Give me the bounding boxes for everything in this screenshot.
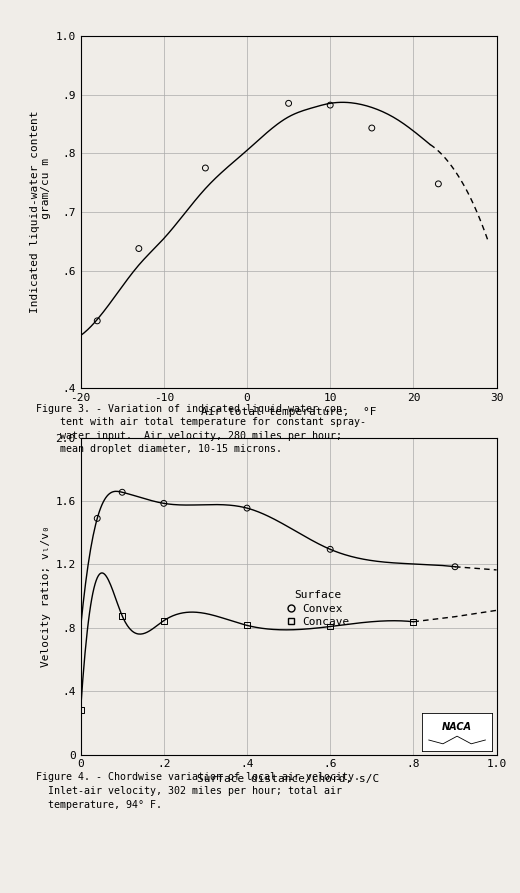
Point [93, 313, 101, 328]
Point [93, 512, 101, 526]
Point [243, 501, 251, 515]
Point [409, 614, 418, 629]
Point [451, 560, 459, 574]
Point [326, 542, 334, 556]
Point [368, 121, 376, 135]
Point [434, 177, 443, 191]
Point [135, 241, 143, 255]
Point [118, 609, 126, 623]
Text: Figure 4. - Chordwise variation of local air velocity.
  Inlet-air velocity, 302: Figure 4. - Chordwise variation of local… [36, 772, 360, 810]
Point [118, 485, 126, 499]
X-axis label: Air total temperature,  °F: Air total temperature, °F [201, 407, 376, 418]
Point [160, 497, 168, 511]
Point [243, 618, 251, 632]
Point [326, 620, 334, 634]
Text: Figure 3. - Variation of indicated liquid-water con-
    tent with air total tem: Figure 3. - Variation of indicated liqui… [36, 404, 367, 455]
Y-axis label: Velocity ratio; vₗ/v₀: Velocity ratio; vₗ/v₀ [41, 525, 51, 667]
Point [284, 96, 293, 111]
Point [201, 161, 210, 175]
Point [76, 703, 85, 717]
Point [160, 613, 168, 628]
X-axis label: Surface distance/chord, s/C: Surface distance/chord, s/C [198, 773, 380, 784]
Point [326, 98, 334, 113]
Legend: Convex, Concave: Convex, Concave [281, 586, 354, 631]
Y-axis label: Indicated liquid-water content
       gram/cu m: Indicated liquid-water content gram/cu m [30, 111, 51, 313]
